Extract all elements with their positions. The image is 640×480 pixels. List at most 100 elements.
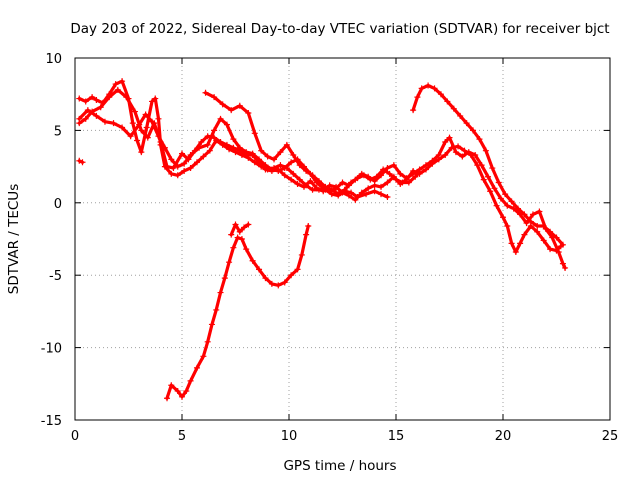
data-point	[268, 166, 275, 173]
data-point	[354, 175, 361, 182]
data-point	[303, 231, 310, 238]
data-point	[232, 221, 239, 228]
data-point	[230, 136, 237, 143]
series-arc-8	[228, 221, 252, 238]
data-point	[223, 141, 230, 148]
data-point	[76, 157, 83, 164]
data-point	[76, 95, 83, 102]
data-point	[264, 153, 271, 160]
data-point	[457, 112, 464, 119]
data-point	[527, 218, 534, 225]
x-tick-label: 25	[602, 429, 619, 444]
data-point	[435, 152, 442, 159]
data-point	[547, 246, 554, 253]
data-point	[93, 96, 100, 103]
data-point	[217, 115, 224, 122]
data-point	[198, 138, 205, 145]
data-point	[345, 192, 352, 199]
data-point	[187, 165, 194, 172]
data-point	[352, 196, 359, 203]
data-point	[179, 393, 185, 400]
data-point	[112, 81, 119, 88]
y-tick-label: -15	[41, 414, 62, 429]
data-point	[365, 185, 372, 192]
data-point	[429, 157, 436, 164]
data-point	[380, 166, 387, 173]
x-tick-label: 15	[388, 429, 405, 444]
data-point	[258, 147, 265, 154]
y-axis-label: SDTVAR / TECUs	[6, 184, 22, 294]
data-point	[534, 228, 541, 235]
data-point	[446, 134, 453, 141]
data-point	[540, 237, 547, 244]
data-point	[234, 234, 241, 241]
data-point	[143, 124, 150, 131]
data-point	[452, 149, 459, 156]
data-point	[322, 183, 329, 190]
data-point	[181, 160, 188, 167]
data-point	[425, 82, 432, 89]
data-point	[168, 170, 175, 177]
series-line	[77, 88, 563, 254]
data-point	[399, 179, 406, 186]
data-point	[144, 134, 151, 141]
data-point	[168, 382, 175, 389]
data-point	[405, 179, 412, 186]
series-arc-1	[76, 157, 86, 166]
data-point	[555, 249, 562, 256]
data-point	[174, 172, 181, 179]
data-point	[97, 104, 104, 111]
x-tick-label: 20	[495, 429, 512, 444]
data-point	[465, 149, 472, 156]
data-point	[393, 176, 399, 183]
data-point	[149, 98, 156, 105]
grid	[75, 58, 610, 420]
data-point	[341, 186, 348, 193]
y-tick-label: 0	[54, 197, 62, 212]
data-point	[155, 115, 162, 122]
data-point	[204, 141, 211, 148]
data-point	[228, 231, 235, 238]
data-point	[339, 179, 346, 186]
axis-ticks: 0 5 10 15 20 25 -15 -10 -5 0 5 10	[41, 52, 619, 444]
data-point	[378, 191, 385, 198]
data-point	[534, 222, 541, 229]
data-point	[442, 138, 449, 145]
data-point	[230, 144, 237, 151]
data-point	[187, 377, 194, 384]
data-point	[164, 163, 171, 170]
data-point	[223, 121, 230, 128]
data-point	[219, 101, 226, 108]
data-point	[553, 234, 560, 241]
data-point	[309, 172, 316, 179]
data-point	[136, 121, 143, 128]
data-point	[236, 228, 243, 235]
data-point	[275, 167, 282, 174]
data-point	[298, 251, 305, 258]
data-point	[562, 264, 569, 271]
series-line	[77, 108, 567, 270]
data-point	[414, 94, 421, 101]
data-point	[288, 272, 295, 279]
data-point	[461, 147, 468, 154]
data-point	[514, 205, 521, 212]
data-point	[508, 240, 515, 247]
data-point	[487, 188, 494, 195]
data-point	[277, 162, 284, 169]
y-tick-label: -10	[41, 342, 62, 357]
data-point	[521, 231, 528, 238]
data-point	[174, 388, 181, 395]
data-point	[149, 118, 156, 125]
data-point	[281, 165, 288, 172]
data-point	[315, 178, 322, 185]
data-point	[217, 289, 224, 296]
data-point	[559, 241, 566, 248]
data-point	[249, 150, 256, 157]
data-point	[367, 176, 374, 183]
data-point	[119, 78, 126, 85]
data-point	[497, 195, 504, 202]
data-point	[217, 138, 224, 145]
data-point	[491, 185, 498, 192]
data-point	[384, 165, 391, 172]
